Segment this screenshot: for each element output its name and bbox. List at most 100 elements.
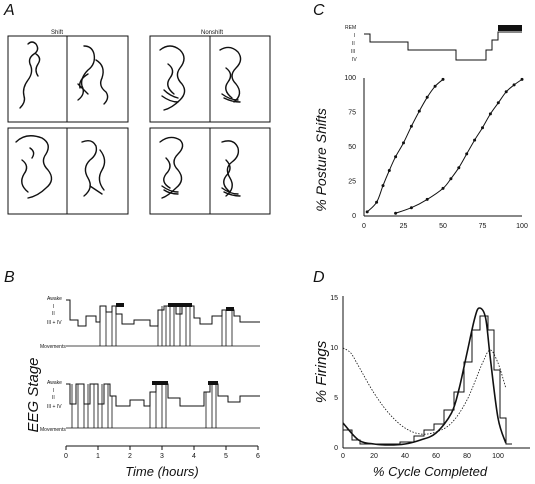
stage-label: III + IV <box>47 404 62 410</box>
series-line <box>395 78 523 214</box>
hypno-label: II <box>352 41 355 47</box>
hypno-label: I <box>354 33 355 39</box>
panel-b-xlabel: Time (hours) <box>125 464 199 479</box>
panel-b-x-axis: 0 1 2 3 4 5 6 <box>64 445 260 460</box>
hypno-label: IV <box>352 57 357 63</box>
sketch-frame-shift-top <box>7 35 129 123</box>
panel-b-letter: B <box>4 269 15 286</box>
stage-label: II <box>52 395 55 401</box>
data-point <box>481 126 484 130</box>
panel-d-plot <box>342 307 507 446</box>
data-point <box>409 206 413 210</box>
data-point <box>394 211 398 215</box>
stage-labels-bottom: Awake I II III + IV Movements <box>40 380 66 433</box>
d-x-tick: 0 <box>341 453 345 460</box>
c-y-tick: 50 <box>348 144 356 151</box>
c-y-tick: 100 <box>344 75 356 82</box>
panel-c-y-ticks: 0 25 50 75 100 <box>344 75 356 220</box>
stage-label: II <box>52 311 55 317</box>
data-point <box>375 200 379 204</box>
panel-a-letter: A <box>3 2 15 19</box>
data-point <box>465 152 469 156</box>
panel-d-xlabel: % Cycle Completed <box>373 464 488 479</box>
d-x-tick: 100 <box>492 453 504 460</box>
d-y-tick: 10 <box>330 345 338 352</box>
panel-d-histogram <box>343 315 512 445</box>
nonshift-label: Nonshift <box>201 30 223 36</box>
panel-c-hypnogram-labels: REM I II III IV <box>345 25 357 63</box>
panel-d-x-ticks: 0 20 40 60 80 100 <box>341 453 504 460</box>
b-x-tick: 1 <box>96 453 100 460</box>
panel-c-ylabel: % Posture Shifts <box>313 108 329 212</box>
stage-label: I <box>53 388 54 394</box>
hypno-label: III <box>351 49 355 55</box>
c-y-tick: 25 <box>348 179 356 186</box>
panel-c-hypnogram <box>364 31 522 61</box>
hypnogram-night-1 <box>66 299 260 327</box>
d-y-tick: 5 <box>334 395 338 402</box>
c-x-tick: 50 <box>439 223 447 230</box>
data-point <box>417 109 421 113</box>
stage-label: III + IV <box>47 320 62 326</box>
data-point <box>457 166 461 170</box>
data-point <box>512 83 516 87</box>
panel-c-plot <box>365 77 524 215</box>
panel-c-x-ticks: 0 25 50 75 100 <box>362 223 528 230</box>
stage-label: Awake <box>47 380 62 386</box>
b-x-tick: 6 <box>256 453 260 460</box>
d-x-tick: 60 <box>432 453 440 460</box>
panel-c-axes <box>363 78 522 217</box>
data-point <box>381 184 385 188</box>
hypno-label: REM <box>345 25 356 31</box>
stage-labels-top: Awake I II III + IV Movements <box>40 296 66 350</box>
data-point <box>449 177 453 181</box>
c-x-tick: 25 <box>400 223 408 230</box>
hypnogram-night-2 <box>66 383 260 407</box>
sketch-frame-nonshift-top <box>149 35 271 123</box>
stage-label: I <box>53 304 54 310</box>
b-x-tick: 4 <box>192 453 196 460</box>
movement-marks-night-1 <box>66 306 260 347</box>
d-x-tick: 80 <box>463 453 471 460</box>
series-line <box>366 79 444 213</box>
panel-d-letter: D <box>313 269 325 286</box>
movement-marks-night-2 <box>66 384 260 429</box>
d-x-tick: 40 <box>401 453 409 460</box>
data-point <box>365 210 369 214</box>
shift-label: Shift <box>51 30 63 36</box>
panel-c-letter: C <box>313 2 325 19</box>
d-y-tick: 15 <box>330 295 338 302</box>
data-point <box>473 138 477 142</box>
data-point <box>425 197 429 201</box>
c-x-tick: 100 <box>516 223 528 230</box>
data-point <box>433 84 437 88</box>
sketch-frame-nonshift-bottom <box>149 127 271 215</box>
panel-d-ylabel: % Firings <box>313 340 330 403</box>
b-x-tick: 2 <box>128 453 132 460</box>
c-y-tick: 0 <box>352 213 356 220</box>
c-x-tick: 75 <box>479 223 487 230</box>
sketch-frame-shift-bottom <box>7 127 129 215</box>
data-point <box>409 124 413 128</box>
panel-c-rem-bar <box>498 25 522 31</box>
data-point <box>387 169 391 172</box>
data-point <box>496 101 500 105</box>
data-point <box>441 77 445 81</box>
c-y-tick: 75 <box>348 110 356 117</box>
d-x-tick: 20 <box>370 453 378 460</box>
c-x-tick: 0 <box>362 223 366 230</box>
b-x-tick: 0 <box>64 453 68 460</box>
rem-bars-night-2 <box>152 381 218 385</box>
panel-d-y-ticks: 0 5 10 15 <box>330 295 338 452</box>
data-point <box>425 95 429 99</box>
b-x-tick: 5 <box>224 453 228 460</box>
panel-b-ylabel: EEG Stage <box>25 357 42 432</box>
data-point <box>394 155 398 159</box>
stage-label: Movements <box>40 427 66 433</box>
stage-label: Movements <box>40 344 66 350</box>
rem-bars-night-1 <box>116 303 234 311</box>
panel-d-axes <box>342 296 530 449</box>
d-y-tick: 0 <box>334 445 338 452</box>
data-point <box>488 112 492 116</box>
